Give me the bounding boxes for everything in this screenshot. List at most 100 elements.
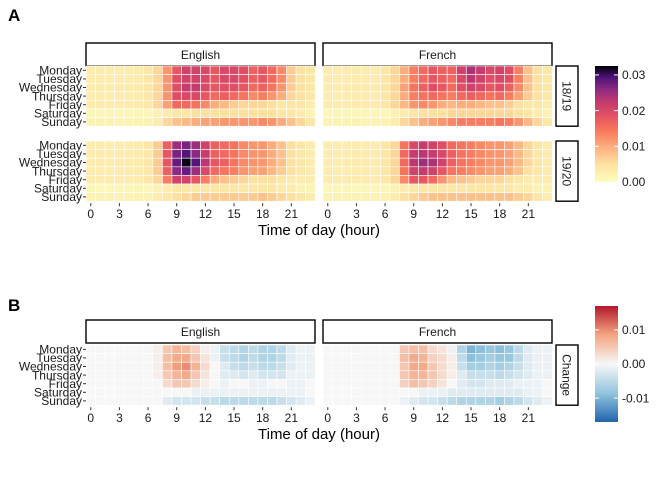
heatmap-cell [162,183,173,193]
heatmap-cell [532,149,543,159]
heatmap-cell [465,65,477,75]
heatmap-cell [276,149,287,159]
heatmap-cell [133,175,144,185]
heatmap-cell [399,361,410,372]
heatmap-cell [351,183,362,193]
heatmap-cell [370,396,381,406]
heatmap-cell [286,396,297,406]
heatmap-cell [305,396,316,406]
heatmap-cell [286,344,297,354]
x-tick-label: 0 [87,411,94,425]
heatmap-cell [341,344,352,354]
heatmap-cell [143,175,154,185]
heatmap-cell [85,192,96,202]
heatmap-cell [332,361,343,372]
heatmap-cell [399,379,410,389]
heatmap-cell [267,100,278,110]
heatmap-cell [162,175,173,185]
heatmap-cell [181,108,192,118]
heatmap-cell [248,157,259,168]
heatmap-cell [238,91,249,101]
heatmap-cell [446,149,457,159]
heatmap-cell [95,82,106,93]
heatmap-cell [465,192,477,202]
heatmap-cell [379,387,391,397]
heatmap-panel [322,65,553,127]
heatmap-cell [152,344,163,354]
heatmap-cell [351,387,362,397]
heatmap-cell [437,175,448,185]
heatmap-cell [219,82,230,93]
heatmap-cell [408,379,419,389]
heatmap-cell [532,192,543,202]
heatmap-cell [295,65,306,75]
heatmap-cell [513,361,524,372]
heatmap-cell [446,175,457,185]
heatmap-cell [85,353,96,363]
heatmap-cell [276,157,287,168]
heatmap-cell [181,65,192,75]
heatmap-cell [341,175,352,185]
heatmap-cell [360,65,372,75]
heatmap-cell [465,370,477,380]
heatmap-cell [446,140,457,150]
colorbar-tick-label: -0.01 [622,391,650,405]
facet-strip-label: English [181,48,220,62]
heatmap-cell [465,175,477,185]
heatmap-cell [408,175,419,185]
heatmap-cell [532,100,543,110]
heatmap-cell [171,140,182,150]
heatmap-cell [286,117,297,127]
heatmap-cell [427,396,438,406]
heatmap-cell [305,166,316,176]
x-tick-label: 3 [116,207,123,221]
heatmap-cell [238,149,249,159]
heatmap-cell [114,396,125,406]
heatmap-cell [181,117,192,127]
heatmap-cell [475,175,486,185]
heatmap-cell [418,387,429,397]
heatmap-cell [209,370,220,380]
heatmap-cell [389,157,400,168]
heatmap-cell [427,387,438,397]
heatmap-cell [104,166,115,176]
heatmap-cell [200,183,211,193]
heatmap-cell [360,157,372,168]
heatmap-cell [351,74,362,84]
heatmap-cell [360,108,372,118]
heatmap-cell [181,100,192,110]
heatmap-cell [399,74,410,84]
heatmap-cell [408,82,419,93]
heatmap-cell [152,108,163,118]
heatmap-cell [513,344,524,354]
heatmap-cell [305,387,316,397]
heatmap-cell [322,370,333,380]
heatmap-cell [305,175,316,185]
heatmap-cell [360,100,372,110]
heatmap-cell [257,108,268,118]
heatmap-cell [504,140,515,150]
heatmap-cell [209,140,220,150]
heatmap-cell [399,183,410,193]
heatmap-cell [389,65,400,75]
heatmap-cell [104,100,115,110]
heatmap-cell [360,149,372,159]
heatmap-cell [209,117,220,127]
heatmap-cell [286,149,297,159]
heatmap-cell [485,192,496,202]
heatmap-cell [286,361,297,372]
heatmap-cell [322,91,333,101]
heatmap-cell [504,74,515,84]
heatmap-cell [248,82,259,93]
heatmap-cell [123,353,135,363]
heatmap-cell [123,117,135,127]
heatmap-cell [95,387,106,397]
heatmap-cell [248,370,259,380]
heatmap-cell [257,166,268,176]
heatmap-cell [209,157,220,168]
heatmap-cell [133,117,144,127]
heatmap-cell [152,361,163,372]
heatmap-cell [181,175,192,185]
heatmap-cell [238,370,249,380]
heatmap-cell [504,361,515,372]
